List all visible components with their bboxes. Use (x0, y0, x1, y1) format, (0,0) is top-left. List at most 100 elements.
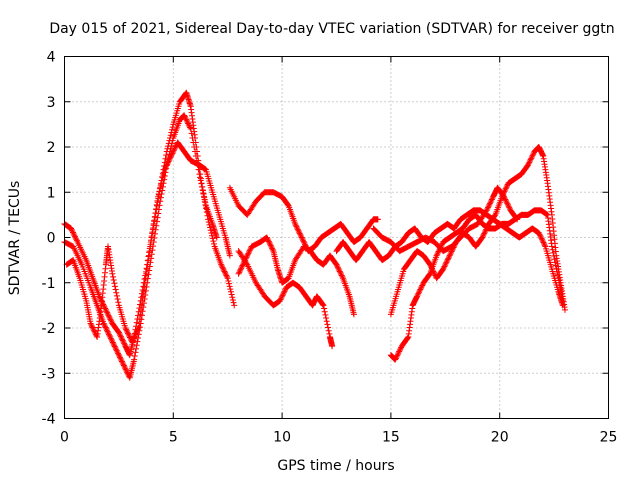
data-point (101, 323, 108, 330)
data-point (123, 326, 130, 333)
data-point (125, 331, 132, 338)
data-point (190, 139, 197, 146)
data-point (111, 283, 118, 290)
data-point (526, 158, 533, 165)
series-track-c (63, 139, 233, 345)
data-point (125, 330, 132, 337)
data-point (187, 125, 194, 132)
data-point (192, 148, 199, 155)
data-point (417, 285, 424, 292)
data-point (154, 197, 161, 204)
data-point (187, 124, 194, 131)
data-point (128, 338, 135, 345)
data-point (116, 330, 123, 337)
data-point (100, 320, 107, 327)
data-point (227, 288, 234, 295)
data-point (486, 200, 493, 207)
data-point (444, 256, 451, 263)
data-point (220, 265, 227, 272)
data-point (323, 315, 330, 322)
data-point (130, 334, 137, 341)
data-point (223, 272, 230, 279)
data-point (536, 231, 543, 238)
data-point (236, 269, 243, 276)
data-point (142, 279, 149, 286)
data-point (537, 232, 544, 239)
data-point (334, 264, 341, 271)
data-point (447, 249, 454, 256)
data-point (110, 273, 117, 280)
data-point (104, 310, 111, 317)
data-point (189, 134, 196, 141)
data-point (442, 262, 449, 269)
y-tick-label: -1 (42, 276, 56, 292)
data-point (392, 356, 399, 363)
data-point (282, 286, 289, 293)
data-point (263, 234, 270, 241)
data-point (139, 297, 146, 304)
data-point (226, 283, 233, 290)
data-point (443, 259, 450, 266)
data-point (350, 311, 357, 318)
data-point (238, 263, 245, 270)
data-point (201, 196, 208, 203)
data-point (280, 289, 287, 296)
data-point (299, 235, 306, 242)
data-point (115, 350, 122, 357)
data-point (103, 308, 110, 315)
data-point (113, 292, 120, 299)
data-point (503, 197, 510, 204)
data-point (224, 273, 231, 280)
data-point (324, 321, 331, 328)
data-point (153, 201, 160, 208)
data-point (441, 263, 448, 270)
data-point (107, 335, 114, 342)
data-point (434, 251, 441, 258)
data-point (147, 239, 154, 246)
data-point (537, 234, 544, 241)
data-point (541, 240, 548, 247)
data-point (228, 291, 235, 298)
data-point (219, 264, 226, 271)
data-point (157, 182, 164, 189)
data-point (160, 169, 167, 176)
data-point (246, 247, 253, 254)
data-point (105, 331, 112, 338)
data-point (122, 366, 129, 373)
data-point (292, 220, 299, 227)
data-point (109, 270, 116, 277)
data-point (141, 284, 148, 291)
data-point (119, 336, 126, 343)
data-point (137, 311, 144, 318)
data-point (428, 264, 435, 271)
data-point (397, 345, 404, 352)
data-point (415, 289, 422, 296)
data-point (151, 214, 158, 221)
data-point (168, 126, 175, 133)
data-point (168, 140, 175, 147)
data-point (244, 253, 251, 260)
data-point (104, 309, 111, 316)
data-point (119, 337, 126, 344)
data-point (225, 277, 232, 284)
data-point (427, 263, 434, 270)
data-point (183, 116, 190, 123)
data-point (164, 159, 171, 166)
data-point (171, 146, 178, 153)
data-point (229, 294, 236, 301)
data-point (140, 293, 147, 300)
y-tick-labels: -4 -3 -2 -1 0 1 2 3 4 (42, 50, 56, 428)
data-point (185, 120, 192, 127)
data-point (267, 242, 274, 249)
data-point (106, 313, 113, 320)
data-point (157, 194, 164, 201)
data-point (111, 342, 118, 349)
data-point (240, 259, 247, 266)
data-point (160, 172, 167, 179)
data-point (418, 283, 425, 290)
data-point (434, 249, 441, 256)
data-point (483, 224, 490, 231)
data-point (276, 297, 283, 304)
data-point (123, 327, 130, 334)
data-point (105, 312, 112, 319)
